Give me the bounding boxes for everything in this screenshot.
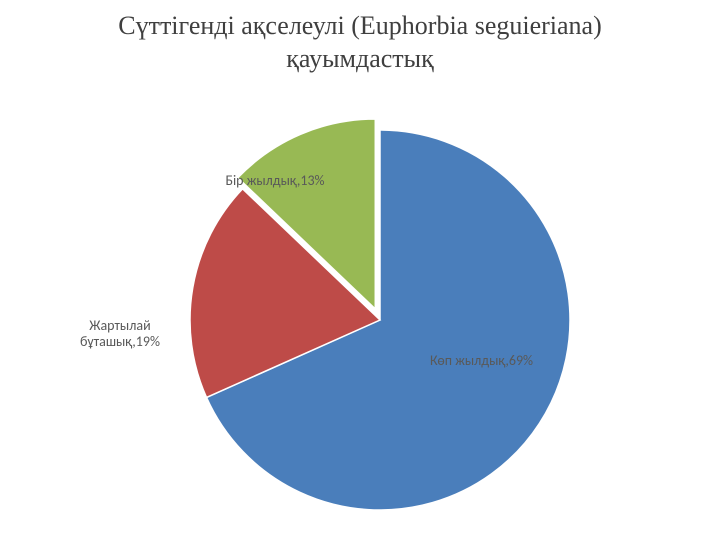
pie-chart-svg: Көп жылдық,69% Жартылайбұташық,19% Бір жыл… [0,90,720,540]
page: Сүттігенді ақселеулі (Euphorbia seguieri… [0,0,720,540]
pie-chart: Көп жылдық,69% Жартылайбұташық,19% Бір жыл… [0,90,720,540]
slice-label: Көп жылдық,69% [430,352,533,369]
slice-label: Жартылайбұташық,19% [80,317,160,350]
slice-label: Бір жылдық,13% [225,172,324,189]
chart-title: Сүттігенді ақселеулі (Euphorbia seguieri… [0,10,720,75]
